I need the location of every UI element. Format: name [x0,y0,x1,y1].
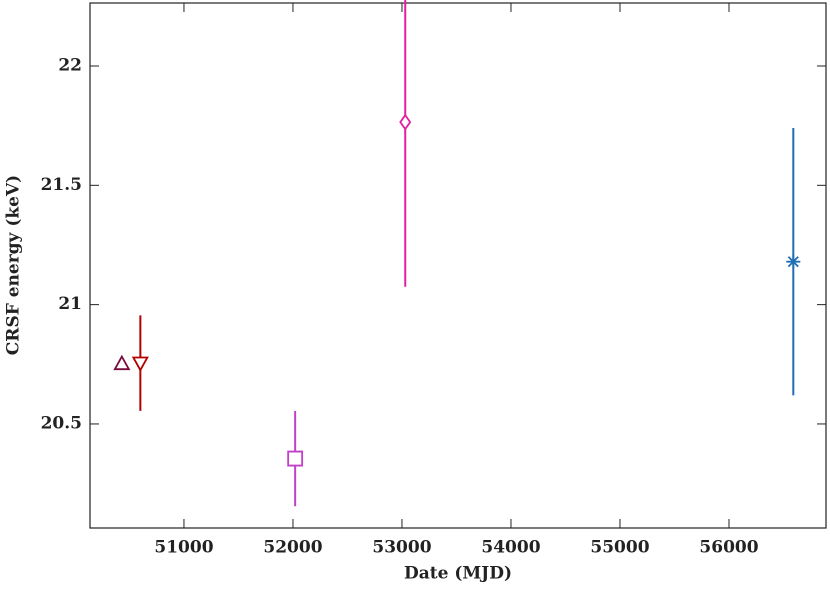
y-tick-label: 21 [58,294,82,314]
marker [287,450,304,467]
x-tick-label: 52000 [263,538,322,558]
plot-frame [89,2,827,529]
marker [131,356,149,372]
y-tick-label: 21.5 [41,175,82,195]
x-tick-label: 54000 [481,538,540,558]
y-tick-label: 22 [58,56,82,76]
marker [786,254,801,269]
x-tick-label: 56000 [699,538,758,558]
marker [113,354,131,371]
x-tick-label: 55000 [590,538,649,558]
y-tick-label: 20.5 [41,413,82,433]
y-axis-title: CRSF energy (keV) [4,175,24,355]
x-axis-title: Date (MJD) [404,564,512,584]
marker [399,113,412,131]
x-tick-label: 53000 [372,538,431,558]
x-tick-label: 51000 [154,538,213,558]
